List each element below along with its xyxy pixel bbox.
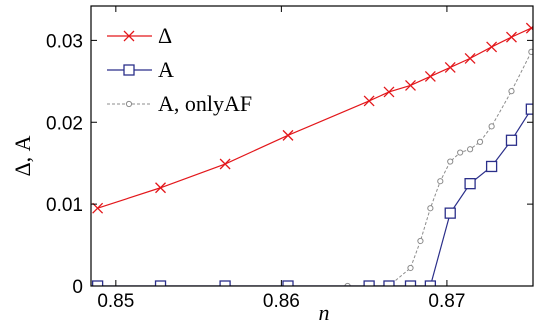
legend-marker <box>125 100 133 108</box>
data-point <box>417 237 424 245</box>
chart-marks <box>91 22 533 286</box>
data-point <box>219 280 231 286</box>
data-point <box>466 146 474 153</box>
y-tick-label: 0.02 <box>46 113 83 134</box>
data-point <box>383 280 395 286</box>
data-point <box>437 178 444 185</box>
data-point <box>404 280 417 286</box>
data-point <box>447 158 454 165</box>
data-point <box>525 103 533 115</box>
data-point <box>488 123 495 130</box>
data-point <box>457 149 464 156</box>
data-point <box>92 202 104 214</box>
x-tick-label: 0.85 <box>97 291 134 312</box>
y-tick-label: 0.03 <box>46 31 83 52</box>
x-tick-label: 0.87 <box>428 291 465 312</box>
series-line <box>97 108 532 286</box>
legend: ΔA A, onlyAF <box>107 23 252 116</box>
series-delta <box>92 22 533 214</box>
data-point <box>505 134 518 146</box>
data-point <box>464 178 476 190</box>
y-axis-label: Δ, A <box>10 135 35 176</box>
plot-frame <box>90 5 534 287</box>
y-tick-label: 0.01 <box>46 195 83 216</box>
data-point <box>476 138 484 146</box>
data-point <box>154 280 167 286</box>
data-point <box>282 280 294 286</box>
x-axis-label: n <box>319 300 330 325</box>
data-point <box>405 79 416 91</box>
data-point <box>363 280 375 286</box>
data-point <box>91 280 104 286</box>
data-point <box>528 48 533 55</box>
data-point <box>363 95 375 107</box>
data-point <box>464 52 476 64</box>
data-point <box>407 264 414 272</box>
data-point <box>282 129 294 141</box>
legend-label: A <box>158 57 174 82</box>
data-point <box>485 160 498 173</box>
data-point <box>424 70 436 82</box>
data-point <box>427 205 434 212</box>
x-tick-label: 0.86 <box>263 291 300 312</box>
data-point <box>508 88 515 95</box>
data-point <box>444 61 456 73</box>
data-point <box>525 22 533 34</box>
series-a <box>91 103 533 286</box>
legend-label: Δ <box>158 23 172 48</box>
data-point <box>155 182 166 194</box>
data-point <box>424 280 437 286</box>
axis-ticks: 0.85 0.86 0.87 0 0.01 0.02 0.03 <box>46 6 533 312</box>
data-point <box>486 41 498 53</box>
data-point <box>219 158 231 170</box>
data-point <box>444 207 456 219</box>
data-point <box>506 31 517 43</box>
legend-label: A, onlyAF <box>158 91 252 116</box>
y-tick-label: 0 <box>72 277 83 298</box>
legend-marker <box>123 30 135 42</box>
legend-marker <box>123 64 135 76</box>
data-point <box>383 86 395 98</box>
